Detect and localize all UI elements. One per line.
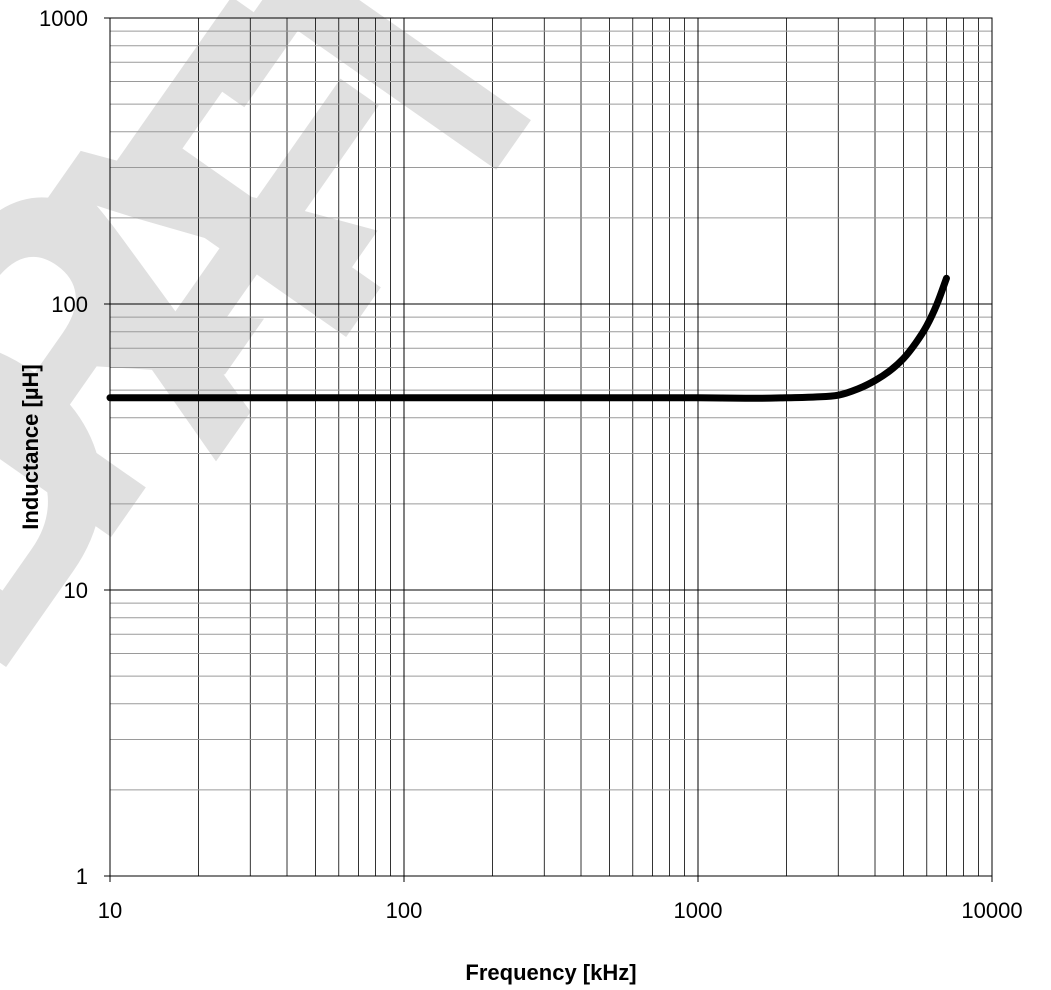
x-tick-label: 1000 — [674, 898, 723, 923]
x-axis-ticks: 10 100 1000 10000 — [98, 876, 1023, 923]
y-axis-ticks: 1 10 100 1000 — [39, 6, 110, 889]
y-tick-label: 1000 — [39, 6, 88, 31]
x-tick-label: 10000 — [961, 898, 1022, 923]
x-axis-title: Frequency [kHz] — [465, 960, 636, 985]
x-tick-label: 10 — [98, 898, 122, 923]
y-axis-title: Inductance [µH] — [18, 364, 43, 529]
minor-grid — [110, 18, 992, 876]
plot-frame — [109, 17, 993, 877]
inductance-series-line — [106, 274, 950, 402]
y-tick-label: 1 — [76, 864, 88, 889]
y-tick-label: 10 — [64, 578, 88, 603]
y-tick-label: 100 — [51, 292, 88, 317]
x-tick-label: 100 — [386, 898, 423, 923]
series-layer — [106, 274, 950, 402]
